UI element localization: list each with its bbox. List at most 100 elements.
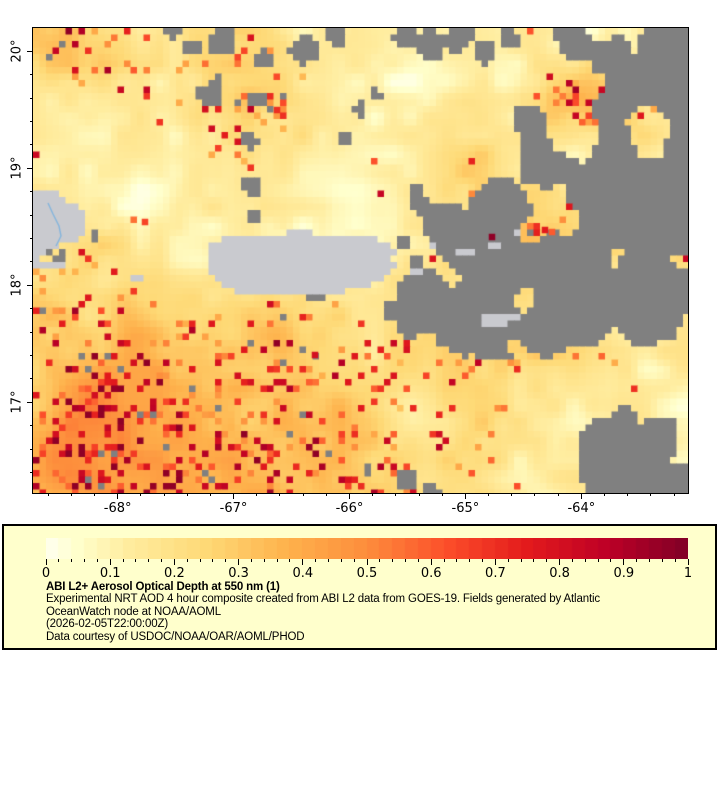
colorbar-minor-tick	[636, 559, 638, 562]
x-minor-tick	[279, 493, 281, 496]
map-plot-frame	[32, 27, 689, 494]
x-tick-label: -68°	[103, 501, 132, 516]
x-minor-tick	[511, 493, 513, 496]
colorbar-minor-tick	[161, 559, 163, 562]
x-minor-tick	[209, 493, 211, 496]
colorbar-major-tick	[559, 559, 561, 565]
colorbar-tick-label: 0.9	[613, 566, 635, 581]
colorbar-minor-tick	[84, 559, 86, 562]
caption-line-3: (2026-02-05T22:00:00Z)	[46, 618, 168, 631]
colorbar-minor-tick	[546, 559, 548, 562]
colorbar-tick-label: 0.2	[164, 566, 185, 581]
colorbar-minor-tick	[327, 559, 329, 562]
colorbar-minor-tick	[392, 559, 394, 562]
caption-block: ABI L2+ Aerosol Optical Depth at 550 nm …	[46, 581, 600, 643]
x-tick-label: -64°	[567, 501, 596, 516]
colorbar-major-tick	[302, 559, 304, 565]
y-tick-label: 17°	[9, 390, 25, 414]
y-tick-label: 18°	[9, 273, 25, 297]
colorbar-major-tick	[45, 559, 47, 565]
colorbar-canvas	[46, 538, 688, 559]
colorbar-minor-tick	[250, 559, 252, 562]
colorbar-minor-tick	[71, 559, 73, 562]
y-minor-tick	[30, 121, 33, 123]
colorbar-minor-tick	[96, 559, 98, 562]
x-minor-tick	[627, 493, 629, 496]
colorbar-minor-tick	[469, 559, 471, 562]
colorbar-tick-label: 0.1	[99, 566, 121, 581]
colorbar-major-tick	[173, 559, 175, 565]
x-minor-tick	[186, 493, 188, 496]
colorbar-minor-tick	[507, 559, 509, 562]
x-minor-tick	[673, 493, 675, 496]
colorbar-major-tick	[109, 559, 111, 565]
x-minor-tick	[325, 493, 327, 496]
colorbar-minor-tick	[597, 559, 599, 562]
y-minor-tick	[30, 74, 33, 76]
x-minor-tick	[395, 493, 397, 496]
y-minor-tick	[30, 308, 33, 310]
y-minor-tick	[30, 448, 33, 450]
y-major-tick	[27, 50, 33, 52]
x-minor-tick	[93, 493, 95, 496]
colorbar-minor-tick	[186, 559, 188, 562]
y-tick-label: 20°	[9, 39, 25, 63]
colorbar-major-tick	[623, 559, 625, 565]
x-major-tick	[580, 493, 582, 499]
x-minor-tick	[418, 493, 420, 496]
colorbar-tick-label: 0.8	[549, 566, 570, 581]
colorbar-major-tick	[238, 559, 240, 565]
y-major-tick	[27, 284, 33, 286]
colorbar-tick-label: 0	[41, 566, 51, 581]
y-tick-label: 19°	[9, 156, 25, 180]
y-minor-tick	[30, 191, 33, 193]
colorbar-minor-tick	[199, 559, 201, 562]
y-major-tick	[27, 401, 33, 403]
y-minor-tick	[30, 472, 33, 474]
x-tick-label: -67°	[219, 501, 248, 516]
x-minor-tick	[441, 493, 443, 496]
aod-heatmap-canvas	[33, 28, 688, 493]
x-minor-tick	[47, 493, 49, 496]
y-minor-tick	[30, 378, 33, 380]
caption-title: ABI L2+ Aerosol Optical Depth at 550 nm …	[46, 581, 280, 593]
colorbar-minor-tick	[520, 559, 522, 562]
colorbar-minor-tick	[315, 559, 317, 562]
colorbar-major-tick	[366, 559, 368, 565]
colorbar-minor-tick	[353, 559, 355, 562]
colorbar-minor-tick	[379, 559, 381, 562]
colorbar-major-tick	[430, 559, 432, 565]
x-major-tick	[117, 493, 119, 499]
x-tick-label: -65°	[451, 501, 480, 516]
y-major-tick	[27, 167, 33, 169]
colorbar-minor-tick	[122, 559, 124, 562]
colorbar-tick-label: 0.4	[292, 566, 314, 581]
colorbar-tick-label: 0.6	[420, 566, 442, 581]
colorbar-tick-label: 0.7	[485, 566, 506, 581]
colorbar-minor-tick	[289, 559, 291, 562]
colorbar-minor-tick	[584, 559, 586, 562]
y-minor-tick	[30, 355, 33, 357]
colorbar-minor-tick	[405, 559, 407, 562]
colorbar-minor-tick	[340, 559, 342, 562]
caption-line-1: Experimental NRT AOD 4 hour composite cr…	[46, 593, 600, 606]
y-minor-tick	[30, 425, 33, 427]
colorbar-minor-tick	[456, 559, 458, 562]
x-major-tick	[464, 493, 466, 499]
caption-line-2: OceanWatch node at NOAA/AOML	[46, 605, 221, 618]
x-minor-tick	[604, 493, 606, 496]
x-minor-tick	[70, 493, 72, 496]
colorbar-tick-label: 0.5	[356, 566, 378, 581]
y-minor-tick	[30, 331, 33, 333]
x-minor-tick	[650, 493, 652, 496]
x-minor-tick	[302, 493, 304, 496]
colorbar-tick-label: 0.3	[228, 566, 249, 581]
x-minor-tick	[534, 493, 536, 496]
x-minor-tick	[256, 493, 258, 496]
x-minor-tick	[557, 493, 559, 496]
x-minor-tick	[488, 493, 490, 496]
colorbar-minor-tick	[674, 559, 676, 562]
y-minor-tick	[30, 144, 33, 146]
y-minor-tick	[30, 261, 33, 263]
x-major-tick	[233, 493, 235, 499]
